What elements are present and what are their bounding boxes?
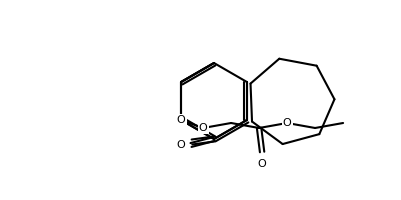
Text: O: O bbox=[177, 115, 186, 125]
Text: O: O bbox=[176, 140, 185, 150]
Text: O: O bbox=[258, 159, 267, 169]
Text: O: O bbox=[283, 118, 292, 128]
Text: O: O bbox=[199, 123, 207, 133]
